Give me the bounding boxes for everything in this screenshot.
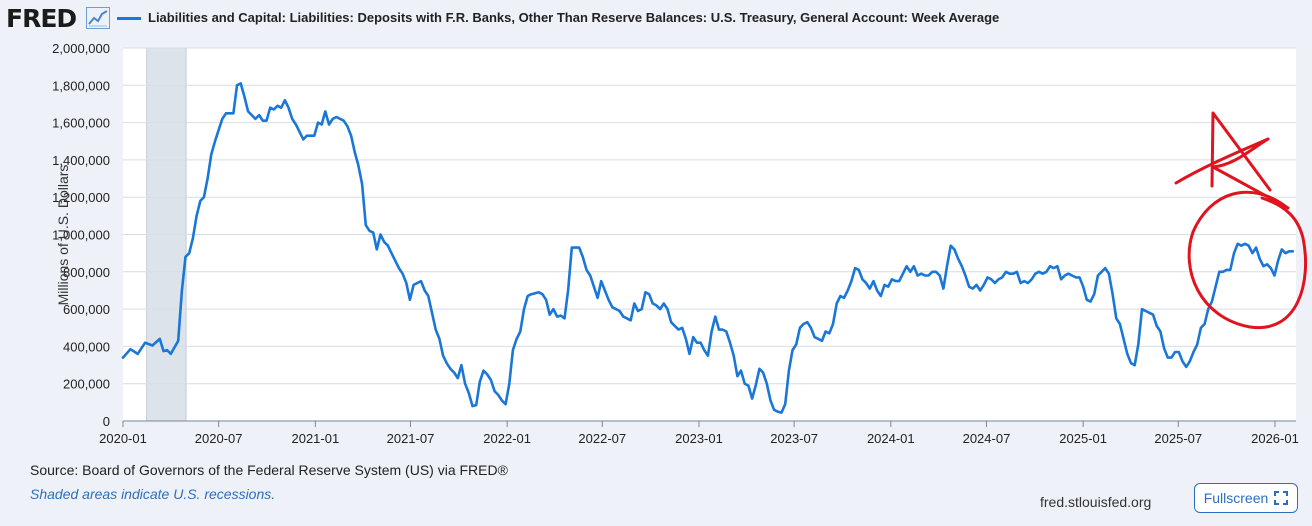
x-tick-label: 2022-01 xyxy=(483,431,531,446)
y-axis-label: Millions of U.S. Dollars xyxy=(55,165,71,306)
series-line xyxy=(121,82,1295,414)
fullscreen-label: Fullscreen xyxy=(1203,490,1269,506)
y-tick-label: 400,000 xyxy=(63,339,110,354)
x-tick-label: 2026-01 xyxy=(1251,431,1299,446)
fullscreen-button[interactable]: Fullscreen xyxy=(1194,483,1298,513)
x-tick-label: 2020-07 xyxy=(195,431,243,446)
y-tick-label: 1,400,000 xyxy=(52,153,110,168)
chart-canvas: 0 200,000 400,000 600,000 800,000 1,000,000 1,… xyxy=(52,41,1307,446)
y-tick-label: 600,000 xyxy=(63,302,110,317)
y-tick-label: 2,000,000 xyxy=(52,41,110,56)
y-tick-label: 1,600,000 xyxy=(52,116,110,131)
x-tick-label: 2020-01 xyxy=(99,431,147,446)
line-chart-icon xyxy=(86,7,110,29)
x-tick-label: 2023-01 xyxy=(675,431,723,446)
y-tick-label: 1,000,000 xyxy=(52,228,110,243)
expand-icon xyxy=(1274,491,1289,505)
y-tick-label: 0 xyxy=(103,414,110,429)
source-note: Source: Board of Governors of the Federa… xyxy=(30,462,508,478)
x-tick-label: 2021-07 xyxy=(387,431,435,446)
x-tick-label: 2023-07 xyxy=(770,431,818,446)
site-url[interactable]: fred.stlouisfed.org xyxy=(1040,494,1152,510)
x-tick-label: 2022-07 xyxy=(578,431,626,446)
chart-header: FRED Liabilities and Capital: Liabilitie… xyxy=(0,0,1312,38)
y-tick-label: 1,200,000 xyxy=(52,190,110,205)
chart-title: Liabilities and Capital: Liabilities: De… xyxy=(148,10,1000,25)
y-tick-label: 800,000 xyxy=(63,265,110,280)
x-tick-label: 2021-01 xyxy=(291,431,339,446)
annotation-star xyxy=(1174,111,1290,210)
hand-drawn-annotation xyxy=(1174,111,1307,330)
fred-logo[interactable]: FRED xyxy=(6,4,77,33)
x-tick-label: 2025-01 xyxy=(1059,431,1107,446)
x-tick-label: 2024-01 xyxy=(867,431,915,446)
y-tick-label: 1,800,000 xyxy=(52,78,110,93)
x-tick-label: 2025-07 xyxy=(1154,431,1202,446)
legend-swatch xyxy=(117,17,141,20)
annotation-circle xyxy=(1187,190,1307,330)
y-tick-label: 200,000 xyxy=(63,377,110,392)
x-tick-label: 2024-07 xyxy=(963,431,1011,446)
recession-note: Shaded areas indicate U.S. recessions. xyxy=(30,486,276,502)
